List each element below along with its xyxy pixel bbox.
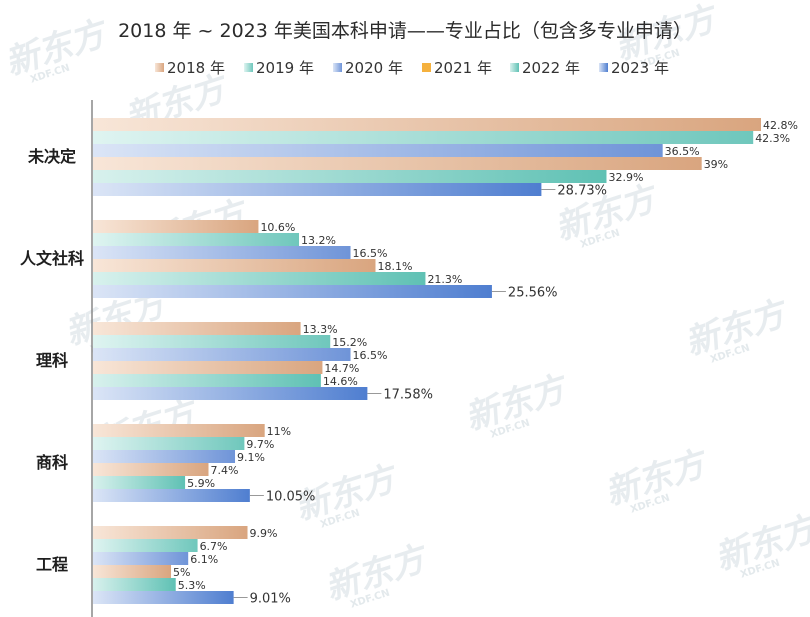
data-label: 42.3% — [755, 132, 790, 145]
bar — [93, 565, 172, 578]
bar — [93, 526, 248, 539]
data-label: 17.58% — [383, 388, 433, 403]
bar — [93, 476, 186, 489]
chart-title: 2018 年 ~ 2023 年美国本科申请——专业占比（包含多专业申请） — [118, 20, 692, 42]
bar — [93, 220, 259, 233]
data-label: 10.05% — [266, 490, 316, 505]
data-label: 42.8% — [763, 119, 798, 132]
bar — [93, 437, 245, 450]
bar — [93, 348, 351, 361]
bar — [93, 463, 209, 476]
category-label: 工程 — [36, 555, 68, 574]
category-label: 商科 — [36, 453, 68, 472]
legend-label: 2018 年 — [167, 59, 225, 77]
data-label: 7.4% — [210, 464, 238, 477]
bar — [93, 578, 176, 591]
data-label: 14.7% — [324, 362, 359, 375]
legend-swatch — [510, 63, 519, 72]
data-label: 5.3% — [178, 579, 206, 592]
data-label: 25.56% — [508, 286, 558, 301]
legend-swatch — [244, 63, 253, 72]
bar — [93, 552, 189, 565]
data-label: 9.7% — [246, 438, 274, 451]
data-label: 28.73% — [557, 184, 607, 199]
data-label: 6.7% — [200, 540, 228, 553]
legend-swatch — [422, 63, 431, 72]
data-label: 9.9% — [250, 527, 278, 540]
bar — [93, 322, 301, 335]
bars-layer: 42.8%42.3% 36.5% 39% 32.9%28.73% 10.6% 13.2% 1… — [93, 118, 798, 607]
legend-swatch — [599, 63, 608, 72]
bar — [93, 387, 368, 400]
bar — [93, 144, 663, 157]
bar — [93, 591, 234, 604]
bar — [93, 489, 250, 502]
bar — [93, 335, 331, 348]
legend-swatch — [333, 63, 342, 72]
data-label: 21.3% — [427, 273, 462, 286]
bar — [93, 539, 198, 552]
data-label: 16.5% — [353, 247, 388, 260]
data-label: 9.1% — [237, 451, 265, 464]
bar — [93, 450, 236, 463]
legend-label: 2020 年 — [345, 59, 403, 77]
bar — [93, 424, 265, 437]
data-label: 13.2% — [301, 234, 336, 247]
data-label: 15.2% — [332, 336, 367, 349]
data-label: 18.1% — [377, 260, 412, 273]
data-label: 36.5% — [665, 145, 700, 158]
legend-label: 2022 年 — [522, 59, 580, 77]
bar — [93, 272, 426, 285]
legend-label: 2023 年 — [611, 59, 669, 77]
bar — [93, 157, 702, 170]
data-label: 14.6% — [323, 375, 358, 388]
data-label: 5.9% — [187, 477, 215, 490]
bar — [93, 259, 376, 272]
bar — [93, 233, 300, 246]
data-label: 9.01% — [250, 592, 291, 607]
data-label: 5% — [173, 566, 190, 579]
data-label: 11% — [267, 425, 291, 438]
data-label: 6.1% — [190, 553, 218, 566]
legend-label: 2019 年 — [256, 59, 314, 77]
data-label: 13.3% — [303, 323, 338, 336]
legend: 2018 年 2019 年 2020 年 2021 年 2022 年 2023 年 — [155, 59, 669, 77]
bar — [93, 361, 323, 374]
bar — [93, 285, 492, 298]
bar — [93, 170, 607, 183]
legend-label: 2021 年 — [434, 59, 492, 77]
bar — [93, 246, 351, 259]
bar — [93, 183, 542, 196]
category-label: 理科 — [36, 351, 68, 370]
category-label: 未决定 — [27, 147, 76, 166]
data-label: 39% — [704, 158, 728, 171]
legend-swatch — [155, 63, 164, 72]
category-label: 人文社科 — [20, 249, 84, 268]
data-label: 10.6% — [260, 221, 295, 234]
bar — [93, 131, 754, 144]
data-label: 32.9% — [608, 171, 643, 184]
data-label: 16.5% — [353, 349, 388, 362]
bar — [93, 374, 321, 387]
bar — [93, 118, 761, 131]
